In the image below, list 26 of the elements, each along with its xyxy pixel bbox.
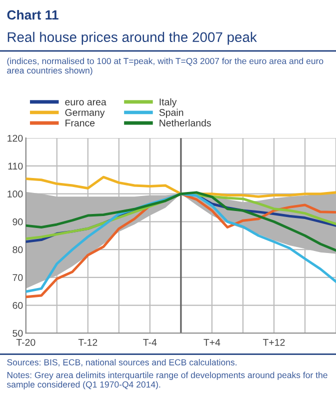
x-tick-label: T-12: [78, 338, 98, 346]
x-tick-label: T-20: [16, 338, 36, 346]
y-tick-label: 100: [8, 190, 23, 198]
x-tick-label: T-4: [143, 339, 157, 346]
chart-title: Chart 11: [7, 10, 58, 20]
y-tick-label: 70: [12, 274, 23, 282]
y-tick-label: 90: [12, 218, 23, 226]
chart-subtitle: Real house prices around the 2007 peak: [8, 32, 257, 45]
text: Notes: Grey area delimits interquartile range of developments around peaks for the sample considered (Q1 1970-Q4 2014).: [6, 372, 328, 390]
legend-label: Germany: [65, 109, 105, 118]
text: (indices, normalised to 100 at T=peak, with T=Q3 2007 for the euro area and euro area countries shown): [7, 58, 324, 76]
legend-label: Netherlands: [160, 119, 211, 126]
x-tick-label: T+12: [262, 338, 285, 346]
y-tick-label: 110: [8, 162, 23, 170]
y-tick-label: 120: [8, 134, 23, 142]
legend-label: euro area: [65, 100, 106, 106]
y-tick-label: 80: [12, 246, 23, 254]
legend-label: Spain: [159, 108, 184, 118]
legend-label: France: [66, 120, 95, 126]
line-series: [26, 176, 336, 198]
x-tick-label: T+4: [204, 339, 220, 346]
legend-label: Italy: [160, 98, 177, 108]
source-note: Sources: BIS, ECB, national sources and ECB calculations.: [7, 358, 236, 366]
y-tick-label: 50: [12, 330, 23, 337]
y-tick-label: 60: [12, 302, 23, 309]
line-series: [26, 191, 336, 252]
